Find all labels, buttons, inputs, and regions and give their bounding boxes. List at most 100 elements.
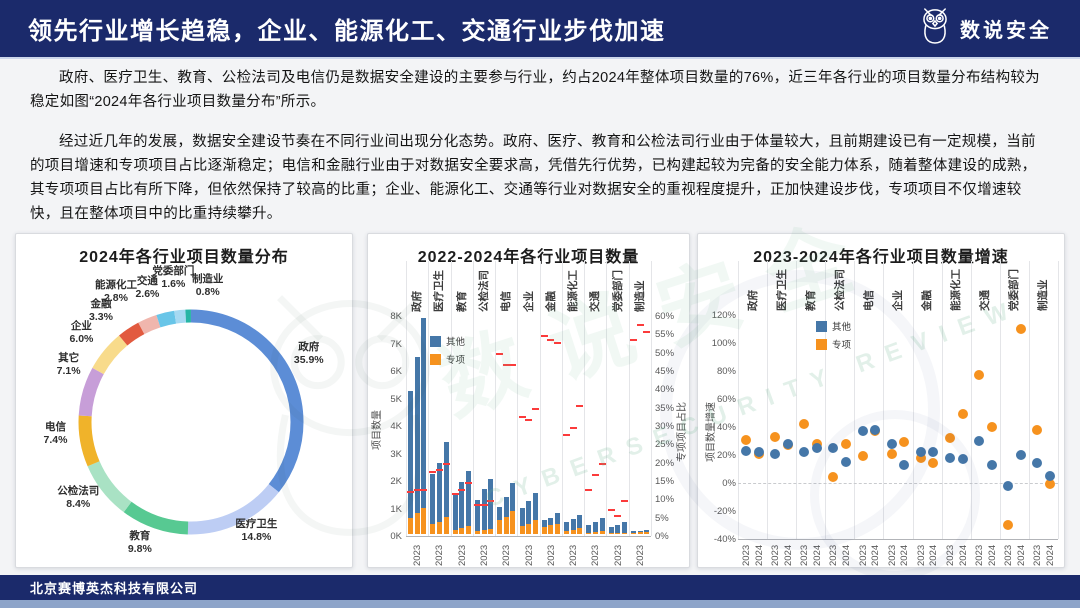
y-axis-tick: 100% (711, 338, 736, 349)
bar-segment-other (541, 520, 547, 527)
year-label: 2023 (568, 544, 580, 566)
bar-segment-other (510, 483, 516, 512)
bar-segment-special (430, 524, 436, 534)
year-label: 2023 (886, 544, 898, 566)
header-bar: 领先行业增长趋稳，企业、能源化工、交通行业步伐加速 数说安全 (0, 0, 1080, 57)
special-ratio-dash (614, 514, 622, 517)
year-label: 2023 (590, 544, 602, 566)
bar-segment-special (644, 532, 650, 534)
donut-label-name: 能源化工 (95, 279, 137, 292)
bar-segment-other (532, 492, 538, 521)
special-ratio-dash (487, 500, 495, 502)
x-axis-line (406, 536, 651, 537)
y-axis-tick-right: 35% (655, 402, 675, 414)
bar-segment-special (443, 516, 449, 534)
year-label: 2024 (753, 544, 765, 566)
industry-label: 能源化工 (567, 270, 580, 312)
industry-label: 党委部门 (611, 270, 624, 312)
bar-segment-special (526, 524, 532, 534)
legend-label: 专项 (446, 355, 466, 366)
y-axis-tick: 80% (716, 366, 736, 377)
legend-swatch (816, 338, 827, 350)
donut-label: 公检法司 8.4% (57, 485, 99, 511)
bar-segment-other (430, 473, 436, 525)
donut-slice (78, 309, 304, 535)
intro-text: 政府、医疗卫生、教育、公检法司及电信仍是数据安全建设的主要参与行业，约占2024… (30, 66, 1050, 226)
header-divider (0, 57, 1080, 59)
year-label: 2023 (1032, 544, 1044, 566)
column-separator (796, 261, 798, 539)
scatter-dot-special (1002, 520, 1013, 530)
scatter-dot-special (857, 451, 868, 462)
legend-item: 其他 (430, 334, 465, 348)
y-axis-tick: 20% (716, 450, 736, 461)
y-axis-tick: 0% (722, 478, 736, 489)
donut-label-value: 3.3% (89, 310, 113, 323)
bar-segment-special (621, 532, 627, 534)
bar-segment-special (465, 525, 471, 534)
bar-segment-other (615, 524, 621, 534)
footer-bar: 北京赛博英杰科技有限公司 (0, 575, 1080, 600)
special-ratio-dash (591, 474, 599, 477)
year-label: 2024 (957, 544, 969, 566)
year-label: 2023 (478, 544, 490, 566)
donut-label-value: 0.8% (195, 286, 220, 299)
bar-segment-special (630, 532, 636, 534)
industry-label: 交通 (979, 290, 992, 311)
scatter-dot-other (899, 459, 910, 470)
year-label: 2024 (986, 544, 998, 566)
scatter-dot-other (753, 447, 764, 458)
industry-label: 公检法司 (477, 270, 490, 312)
y-axis-tick-left: 0K (390, 531, 402, 542)
donut-label: 党委部门 1.6% (152, 265, 194, 291)
industry-label: 电信 (500, 291, 513, 312)
donut-slice (78, 309, 304, 535)
donut-label: 交通 2.6% (135, 275, 159, 301)
scatter-dot-special (1032, 424, 1043, 435)
bar-segment-special (503, 516, 509, 534)
special-ratio-dash (598, 463, 606, 466)
year-label: 2023 (770, 544, 782, 566)
year-label: 2023 (1002, 544, 1014, 566)
page-title: 领先行业增长趋稳，企业、能源化工、交通行业步伐加速 (28, 18, 666, 45)
industry-label: 金融 (544, 291, 557, 312)
bar-segment-other (408, 391, 414, 518)
scatter-dot-other (812, 443, 823, 453)
y-axis-tick-left: 7K (390, 338, 402, 350)
footer-company: 北京赛博英杰科技有限公司 (30, 581, 199, 596)
y-axis-tick-right: 30% (655, 421, 675, 432)
bar-segment-other (577, 514, 583, 528)
column-separator (606, 261, 608, 536)
y-axis-tick: 40% (716, 422, 736, 433)
legend-item: 其他 (816, 319, 851, 333)
industry-label: 医疗卫生 (433, 270, 446, 312)
scatter-dot-special (986, 422, 997, 432)
bar-segment-other (475, 499, 481, 532)
year-label: 2023 (545, 544, 557, 566)
y-axis-tick-right: 20% (655, 457, 675, 469)
bar-segment-special (577, 527, 583, 534)
column-separator (651, 261, 652, 536)
donut-chart-body: 政府 35.9% 医疗卫生 14.8% 教育 9.8% 公检法司 8.4% 电信 7.4% 其它 7.… (16, 234, 352, 567)
column-separator (883, 261, 885, 539)
year-label: 2023 (612, 544, 624, 566)
column-separator (1058, 261, 1059, 539)
donut-chart-card: 2024年各行业项目数量分布 政府 35.9% 医疗卫生 14.8% 教育 9.8% 公检法… (15, 233, 353, 568)
industry-label: 金融 (921, 290, 934, 311)
scatter-chart-card: 2023-2024年各行业项目数量增速 120% 100% 80% 60% 40% 20%… (697, 233, 1065, 568)
scatter-dot-other (973, 436, 984, 446)
scatter-dot-special (973, 370, 984, 381)
bar-segment-special (421, 507, 427, 534)
legend-label: 其他 (832, 322, 852, 333)
donut-slice (78, 309, 304, 535)
bar-segment-other (452, 492, 458, 530)
scatter-dot-other (870, 424, 881, 435)
bar-segment-special (592, 531, 598, 534)
year-label: 2024 (1015, 544, 1027, 566)
scatter-dot-special (944, 433, 955, 444)
scatter-chart-title: 2023-2024年各行业项目数量增速 (753, 249, 1009, 266)
donut-slice (78, 309, 304, 535)
bar-segment-other (570, 519, 576, 530)
scatter-dot-other (928, 447, 939, 458)
column-separator (472, 261, 474, 536)
